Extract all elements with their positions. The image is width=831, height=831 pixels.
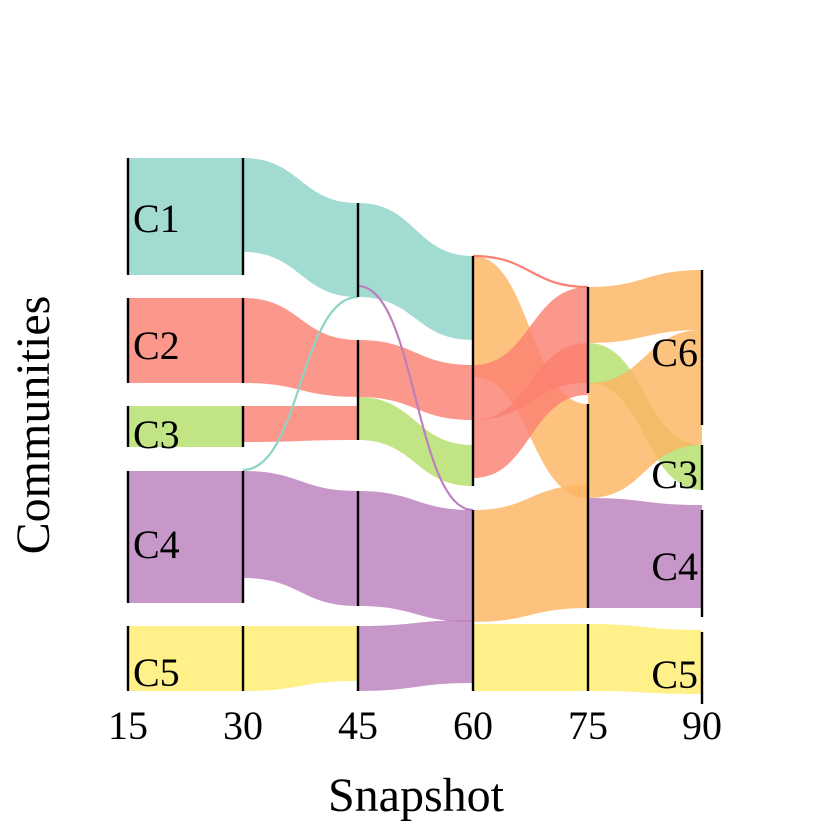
thread-c2 — [472, 254, 589, 289]
flow-c5 — [128, 626, 243, 691]
community-label: C3 — [651, 452, 698, 497]
y-axis-title: Communities — [7, 296, 60, 555]
flow-c3 — [128, 406, 243, 447]
x-tick-label: 15 — [108, 703, 148, 748]
x-axis-title: Snapshot — [328, 769, 505, 822]
flow-c5 — [473, 624, 588, 691]
x-tick-label: 30 — [223, 703, 263, 748]
community-label: C5 — [133, 650, 180, 695]
community-label: C5 — [651, 652, 698, 697]
thread-c4 — [357, 284, 474, 512]
x-tick-label: 75 — [568, 703, 608, 748]
flow-c4 — [128, 471, 243, 603]
flow-c5 — [588, 624, 702, 694]
flow-c2 — [473, 343, 588, 478]
flow-c6 — [473, 485, 588, 622]
x-tick-label: 45 — [338, 703, 378, 748]
snapshot-bars-layer — [126, 158, 704, 704]
community-label: C1 — [133, 196, 180, 241]
flows-layer — [128, 158, 702, 694]
flow-c3 — [358, 397, 473, 486]
flow-c2 — [358, 340, 473, 420]
x-tick-label: 90 — [682, 703, 722, 748]
community-label: C4 — [651, 544, 698, 589]
x-tick-label: 60 — [453, 703, 493, 748]
community-label: C4 — [133, 522, 180, 567]
flow-c4 — [588, 498, 702, 608]
flow-c4 — [243, 471, 358, 606]
flow-c1 — [358, 203, 473, 340]
flow-c4 — [358, 491, 473, 622]
flow-c1 — [128, 158, 243, 275]
flow-c1 — [243, 158, 358, 297]
flow-c5 — [243, 626, 358, 691]
community-label: C2 — [133, 323, 180, 368]
community-labels-layer: C1 C2 C3 C4 C5 C6 C3 C4 C5 — [133, 196, 698, 697]
flow-c6 — [588, 330, 702, 498]
flow-c2 — [243, 406, 358, 442]
flow-c2 — [243, 298, 358, 397]
flow-c2 — [128, 298, 243, 383]
flow-c6 — [588, 270, 702, 343]
x-axis-ticks: 15 30 45 60 75 90 — [108, 703, 722, 748]
flow-c4 — [358, 620, 473, 691]
community-label: C3 — [133, 412, 180, 457]
thread-c1 — [242, 295, 359, 472]
community-label: C6 — [651, 330, 698, 375]
